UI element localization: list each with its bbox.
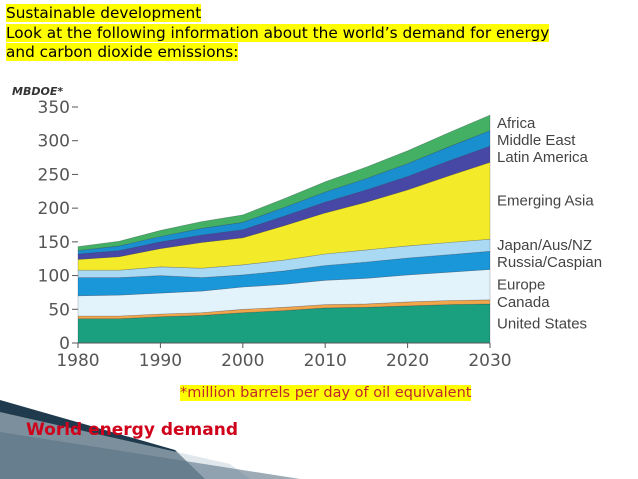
footnote: *million barrels per day of oil equivale… <box>180 385 472 401</box>
y-axis-label: MBDOE* <box>12 85 63 98</box>
y-tick-label-100: 100 <box>38 267 70 287</box>
legend-label-latin-america: Latin America <box>497 149 589 166</box>
y-tick-label-50: 50 <box>48 300 70 320</box>
y-tick-label-300: 300 <box>38 132 70 152</box>
heading-line-2-text: Look at the following information about … <box>6 23 550 42</box>
y-tick-label-150: 150 <box>38 233 70 253</box>
legend-label-japan-aus-nz: Japan/Aus/NZ <box>497 237 592 254</box>
legend-label-emerging-asia: Emerging Asia <box>497 193 594 210</box>
footnote-text: *million barrels per day of oil equivale… <box>180 385 472 401</box>
x-tick-label-2030: 2030 <box>468 351 511 371</box>
heading-line-3-text: and carbon dioxide emissions: <box>6 43 239 61</box>
legend-label-africa: Africa <box>497 115 536 132</box>
y-tick-label-350: 350 <box>38 98 70 118</box>
legend-label-europe: Europe <box>497 277 545 294</box>
x-tick-label-2020: 2020 <box>386 351 429 371</box>
x-tick-label-2010: 2010 <box>304 351 347 371</box>
page-heading: Sustainable development Look at the foll… <box>6 4 634 63</box>
x-tick-label-1990: 1990 <box>139 351 182 371</box>
x-tick-label-2000: 2000 <box>221 351 264 371</box>
legend-label-canada: Canada <box>497 294 550 311</box>
x-tick-label-1980: 1980 <box>56 351 99 371</box>
legend-label-middle-east: Middle East <box>497 132 576 149</box>
legend-label-united-states: United States <box>497 315 587 332</box>
chart-caption: World energy demand <box>26 420 238 440</box>
heading-title-text: Sustainable development <box>6 4 202 22</box>
y-tick-label-250: 250 <box>38 165 70 185</box>
heading-title: Sustainable development <box>6 4 634 24</box>
heading-line-3: and carbon dioxide emissions: <box>6 43 634 63</box>
legend-label-russia-caspian: Russia/Caspian <box>497 254 602 271</box>
y-tick-label-200: 200 <box>38 199 70 219</box>
area-africa <box>77 114 491 251</box>
heading-line-2: Look at the following information about … <box>6 23 634 44</box>
y-tick-label-0: 0 <box>59 334 70 354</box>
